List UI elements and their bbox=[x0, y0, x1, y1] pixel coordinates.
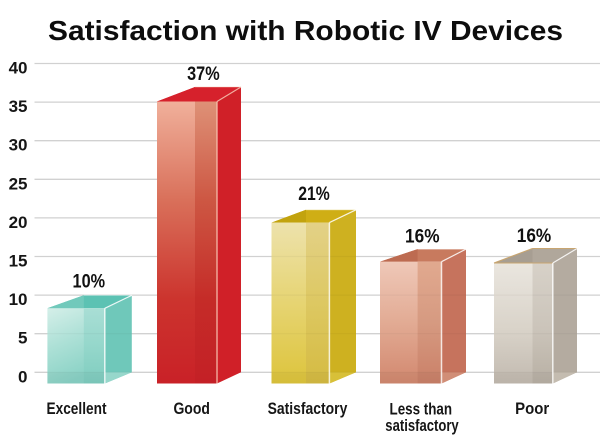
svg-text:Poor: Poor bbox=[515, 399, 549, 418]
svg-text:20: 20 bbox=[9, 213, 28, 232]
svg-text:10: 10 bbox=[9, 290, 28, 309]
svg-text:35: 35 bbox=[9, 97, 28, 116]
svg-text:Good: Good bbox=[173, 399, 210, 418]
svg-text:Satisfaction with Robotic IV D: Satisfaction with Robotic IV Devices bbox=[48, 15, 563, 46]
svg-text:16%: 16% bbox=[405, 227, 440, 248]
svg-text:5: 5 bbox=[18, 329, 27, 348]
svg-text:satisfactory: satisfactory bbox=[385, 416, 459, 435]
svg-text:21%: 21% bbox=[298, 184, 330, 205]
svg-text:10%: 10% bbox=[73, 272, 106, 293]
svg-text:Less than: Less than bbox=[390, 400, 453, 419]
svg-text:15: 15 bbox=[9, 252, 28, 271]
svg-text:40: 40 bbox=[9, 59, 28, 78]
svg-text:Excellent: Excellent bbox=[47, 399, 107, 418]
svg-text:16%: 16% bbox=[517, 226, 552, 247]
svg-text:25: 25 bbox=[9, 174, 28, 193]
svg-text:0: 0 bbox=[18, 367, 27, 386]
svg-text:Satisfactory: Satisfactory bbox=[268, 399, 348, 418]
svg-text:37%: 37% bbox=[187, 64, 220, 85]
svg-text:30: 30 bbox=[9, 136, 28, 155]
